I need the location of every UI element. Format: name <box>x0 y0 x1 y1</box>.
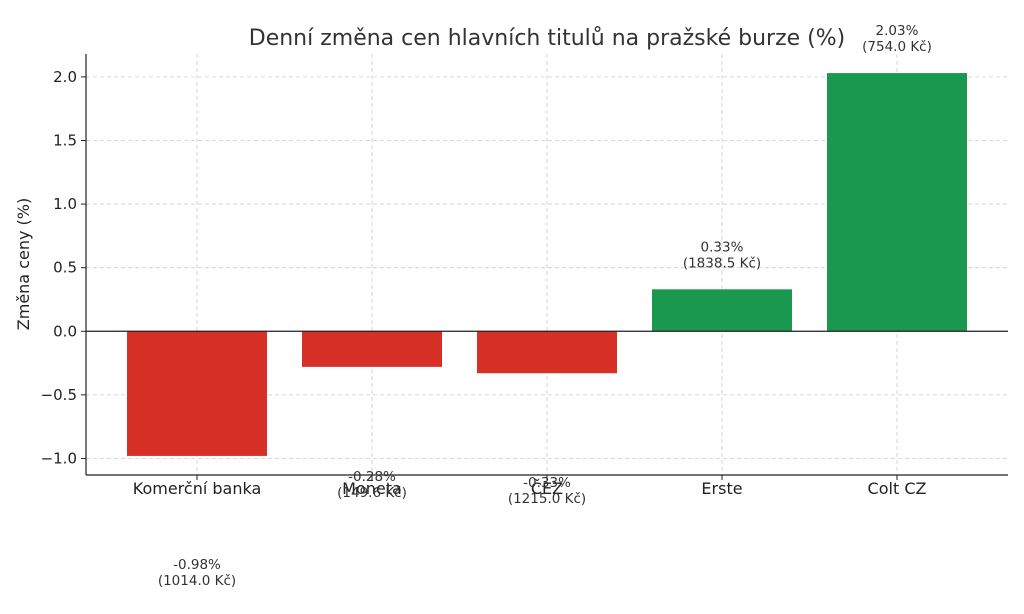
chart-title: Denní změna cen hlavních titulů na pražs… <box>249 26 845 51</box>
y-tick-label: 2.0 <box>53 68 77 86</box>
x-tick-label: Colt CZ <box>868 479 927 498</box>
x-tick-label: Erste <box>701 479 742 498</box>
data-label-price: (1014.0 Kč) <box>158 573 236 589</box>
labels: -0.98%(1014.0 Kč)-0.28%(149.6 Kč)-0.33%(… <box>158 23 932 589</box>
bar <box>652 289 792 332</box>
y-tick-label: 0.0 <box>53 322 77 340</box>
x-tick-label: Komerční banka <box>133 479 262 498</box>
bar <box>827 73 967 332</box>
data-label-value: 2.03% <box>876 23 919 39</box>
data-label-value: -0.28% <box>348 469 396 485</box>
y-tick-label: 1.5 <box>53 131 77 149</box>
data-label-value: 0.33% <box>701 239 744 255</box>
y-axis-label: Změna ceny (%) <box>14 198 33 330</box>
bar <box>477 331 617 374</box>
y-tick-label: −1.0 <box>41 449 77 467</box>
data-label-value: -0.33% <box>523 475 571 491</box>
data-label-price: (754.0 Kč) <box>862 39 932 55</box>
bars <box>127 73 967 456</box>
y-tick-label: −0.5 <box>41 386 77 404</box>
bar <box>127 331 267 456</box>
data-label-value: -0.98% <box>173 557 221 573</box>
data-label-price: (1215.0 Kč) <box>508 491 586 507</box>
x-tick-label: Moneta <box>342 479 402 498</box>
y-tick-label: 0.5 <box>53 259 77 277</box>
axes: −1.0 −0.5 0.0 0.5 1.0 1.5 2.0 Komerční banka Mon… <box>41 54 1008 498</box>
data-label-price: (1838.5 Kč) <box>683 255 761 271</box>
y-tick-label: 1.0 <box>53 195 77 213</box>
data-label-price: (149.6 Kč) <box>337 485 407 501</box>
x-tick-label: ČEZ <box>531 479 563 498</box>
bar <box>302 331 442 367</box>
